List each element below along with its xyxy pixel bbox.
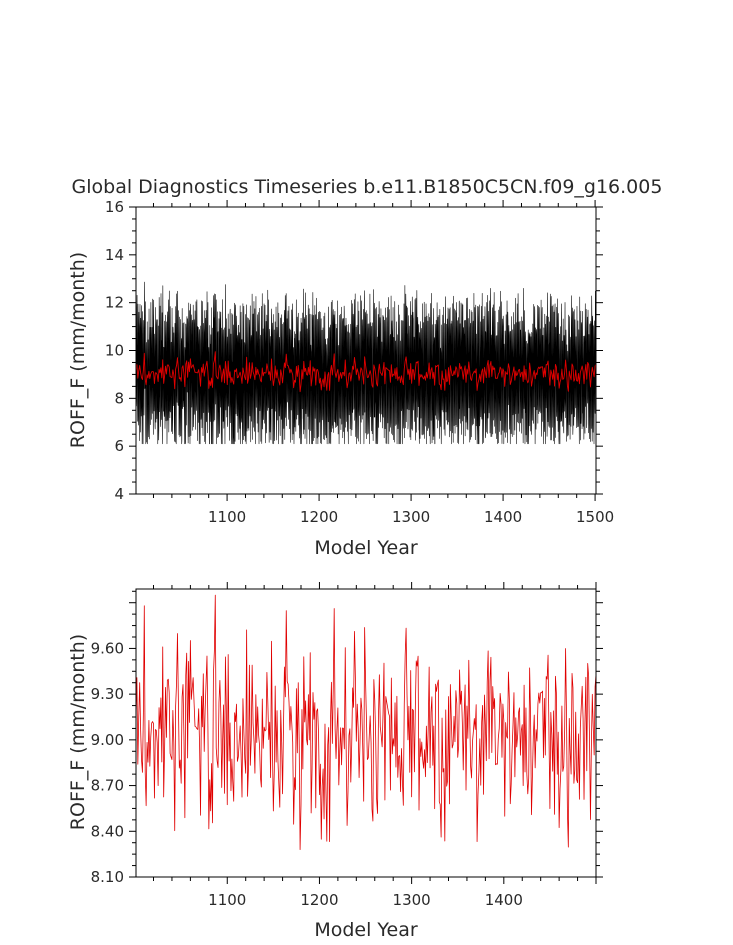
bottom-x-tick-label: 1100 — [208, 891, 246, 909]
top-y-tick-label: 12 — [105, 294, 124, 312]
top-y-tick-label: 6 — [114, 437, 124, 455]
top-series-0 — [135, 281, 597, 445]
top-x-tick-label: 1100 — [208, 508, 246, 526]
bottom-y-tick-label: 9.00 — [91, 731, 124, 749]
top-x-tick-label: 1200 — [300, 508, 338, 526]
top-x-axis-label: Model Year — [314, 537, 418, 559]
bottom-y-tick-label: 8.10 — [91, 868, 124, 886]
bottom-x-tick-label: 1200 — [300, 891, 338, 909]
bottom-y-tick-label: 9.60 — [91, 639, 124, 657]
bottom-y-tick-label: 8.70 — [91, 777, 124, 795]
top-x-tick-label: 1400 — [484, 508, 522, 526]
top-x-tick-label: 1300 — [392, 508, 430, 526]
top-chart: 1100 1200 1300 1400 1500 4 6 8 10 12 14 16 — [105, 198, 614, 526]
bottom-x-axis-label: Model Year — [314, 919, 418, 941]
bottom-plot-frame — [135, 588, 597, 878]
bottom-x-tick-label: 1400 — [485, 891, 523, 909]
bottom-chart: 1100 1200 1300 1400 8.10 8.40 8.70 9.00 9.30 9.60 — [91, 582, 603, 909]
chart-title: Global Diagnostics Timeseries b.e11.B185… — [72, 176, 663, 198]
top-series-1 — [135, 351, 597, 393]
bottom-series-0 — [135, 594, 597, 850]
top-y-tick-label: 10 — [105, 342, 124, 360]
top-y-tick-label: 16 — [105, 198, 124, 216]
top-x-tick-label: 1500 — [576, 508, 614, 526]
bottom-y-tick-label: 8.40 — [91, 822, 124, 840]
bottom-y-axis-label: ROFF_F (mm/month) — [67, 634, 89, 830]
bottom-y-tick-label: 9.30 — [91, 685, 124, 703]
top-y-tick-label: 14 — [105, 246, 124, 264]
top-y-tick-label: 8 — [114, 389, 124, 407]
top-y-axis-label: ROFF_F (mm/month) — [67, 252, 89, 448]
bottom-x-tick-label: 1300 — [393, 891, 431, 909]
top-y-tick-label: 4 — [114, 485, 124, 503]
